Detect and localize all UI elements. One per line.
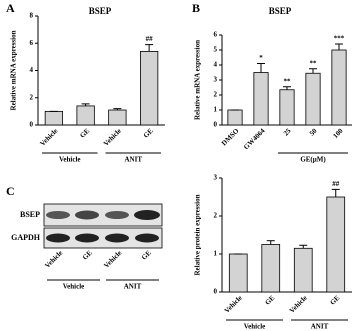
bar <box>261 244 281 293</box>
group-label: ANIT <box>124 156 142 164</box>
bar <box>326 196 346 293</box>
significance: * <box>259 54 263 62</box>
bar <box>108 109 127 126</box>
y-tick-label: 4 <box>214 61 218 69</box>
x-tick-label: GE <box>328 294 341 307</box>
bar <box>305 72 321 126</box>
y-tick-label: 1 <box>214 250 218 258</box>
lane-label: GE <box>81 249 94 262</box>
y-tick-label: 0 <box>30 121 34 129</box>
y-tick-label: 2 <box>30 93 34 101</box>
y-tick-label: 4 <box>30 66 34 74</box>
y-tick-label: 1 <box>214 106 218 114</box>
group-label: Vehicle <box>63 283 85 291</box>
y-axis-label: Relative mRNA expression <box>10 30 18 110</box>
panel-label: B <box>192 1 200 15</box>
panel-label: C <box>6 184 15 198</box>
chart-title: BSEP <box>89 6 112 16</box>
x-tick-label: Vehicle <box>288 294 309 315</box>
blot-row-label: GAPDH <box>11 233 41 242</box>
lane-label: Vehicle <box>43 249 64 270</box>
y-tick-label: 0 <box>214 288 218 296</box>
blot-image <box>43 203 163 249</box>
group-label: GE(μM) <box>300 156 326 164</box>
bar <box>76 105 95 126</box>
y-tick-label: 3 <box>214 76 218 84</box>
group-label: ANIT <box>311 323 329 331</box>
bar <box>279 89 295 126</box>
bar <box>227 109 243 126</box>
x-tick-label: 25 <box>282 127 293 138</box>
x-tick-label: 100 <box>331 127 344 140</box>
significance: *** <box>334 35 345 43</box>
panel-label: A <box>6 1 15 15</box>
significance: ** <box>310 59 318 67</box>
bar <box>228 253 248 293</box>
x-tick-label: 50 <box>308 127 319 138</box>
lane-label: Vehicle <box>102 249 123 270</box>
y-tick-label: 2 <box>214 212 218 220</box>
y-tick-label: 6 <box>214 31 218 39</box>
y-tick-label: 3 <box>214 174 218 182</box>
bar <box>331 49 347 126</box>
x-tick-label: Vehicle <box>223 294 244 315</box>
blot-row-label: BSEP <box>20 210 40 219</box>
chart-title: BSEP <box>269 6 292 16</box>
y-tick-label: 5 <box>214 46 218 54</box>
y-tick-label: 0 <box>214 121 218 129</box>
bar <box>253 72 269 126</box>
lane-label: GE <box>140 249 153 262</box>
x-tick-label: Vehicle <box>39 127 60 148</box>
bar <box>293 247 313 293</box>
significance: ** <box>284 77 292 85</box>
x-tick-label: GE <box>78 127 91 140</box>
group-label: Vehicle <box>244 323 266 331</box>
bar <box>139 51 159 126</box>
y-tick-label: 8 <box>30 12 34 20</box>
group-label: Vehicle <box>59 156 81 164</box>
group-label: ANIT <box>124 283 142 291</box>
y-axis-label: Relative mRNA expression <box>194 40 202 120</box>
x-tick-label: GW4064 <box>242 127 267 152</box>
x-tick-label: DMSO <box>220 127 241 148</box>
y-tick-label: 6 <box>30 39 34 47</box>
bar <box>44 110 64 126</box>
x-tick-label: GE <box>142 127 155 140</box>
significance: ## <box>146 35 154 43</box>
y-tick-label: 2 <box>214 91 218 99</box>
x-tick-label: GE <box>263 294 276 307</box>
x-tick-label: Vehicle <box>102 127 123 148</box>
y-axis-label: Relative protein expression <box>194 194 202 275</box>
significance: ## <box>332 180 340 188</box>
